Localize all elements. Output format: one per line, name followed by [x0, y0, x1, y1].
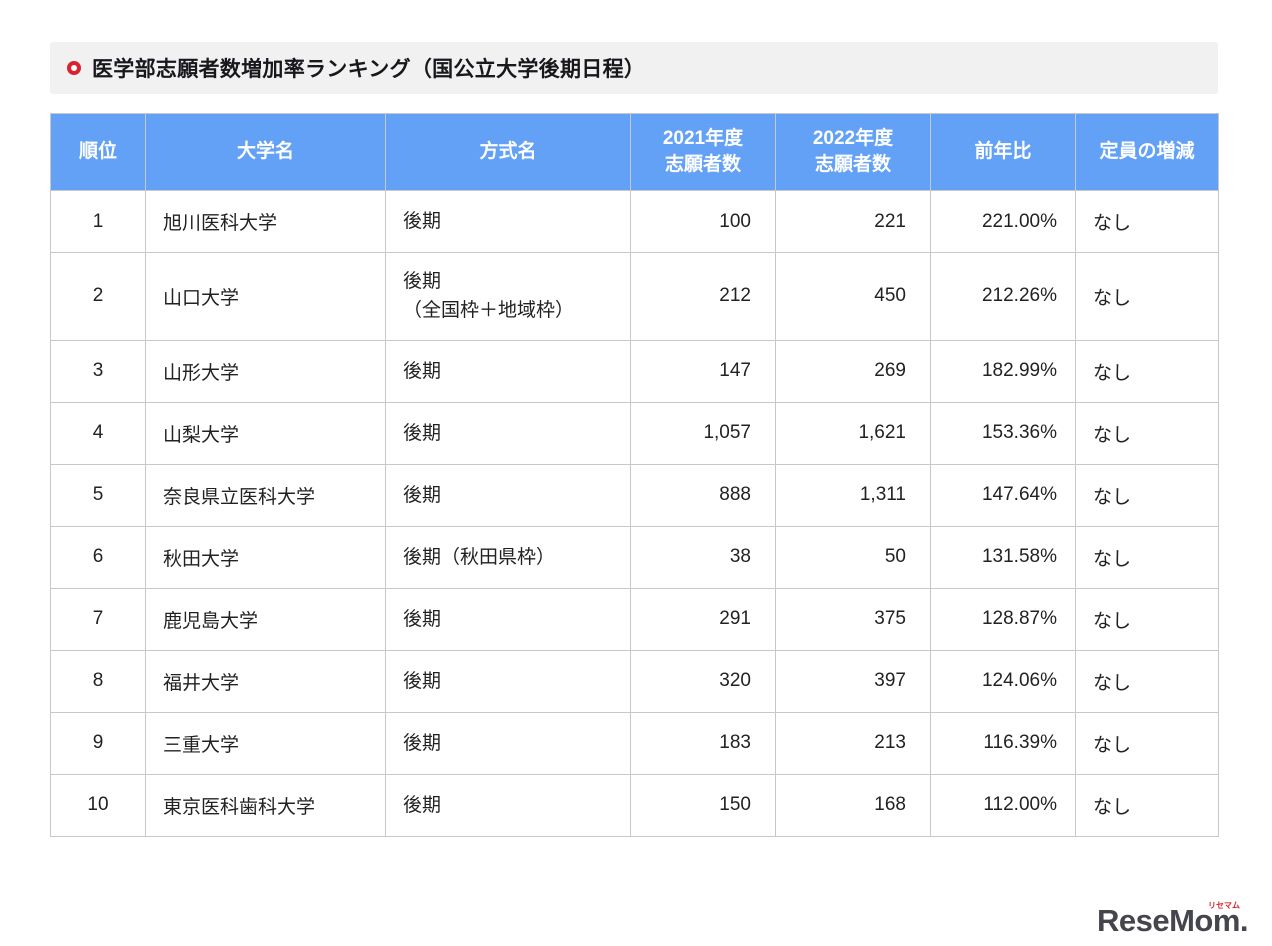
method-cell: 後期	[385, 711, 631, 775]
capacity-change-cell: なし	[1075, 252, 1219, 341]
rank-cell: 10	[50, 773, 146, 837]
applicants-2022-cell: 1,621	[775, 401, 931, 465]
capacity-change-cell: なし	[1075, 711, 1219, 775]
table-row: 1 旭川医科大学 後期 100 221 221.00% なし	[50, 190, 1219, 253]
university-cell: 旭川医科大学	[145, 190, 386, 253]
method-cell: 後期	[385, 339, 631, 403]
method-cell: 後期	[385, 463, 631, 527]
applicants-2021-cell: 320	[630, 649, 776, 713]
rank-cell: 2	[50, 252, 146, 341]
yoy-cell: 128.87%	[930, 587, 1076, 651]
applicants-2022-cell: 450	[775, 252, 931, 341]
university-cell: 山形大学	[145, 339, 386, 403]
table-row: 3 山形大学 後期 147 269 182.99% なし	[50, 339, 1219, 403]
applicants-2022-cell: 221	[775, 190, 931, 253]
table-row: 4 山梨大学 後期 1,057 1,621 153.36% なし	[50, 401, 1219, 465]
applicants-2021-cell: 150	[630, 773, 776, 837]
yoy-cell: 212.26%	[930, 252, 1076, 341]
table-row: 9 三重大学 後期 183 213 116.39% なし	[50, 711, 1219, 775]
col-header-method: 方式名	[385, 113, 631, 191]
capacity-change-cell: なし	[1075, 339, 1219, 403]
table-header-row: 順位 大学名 方式名 2021年度 志願者数 2022年度 志願者数 前年比 定…	[50, 113, 1219, 191]
rank-cell: 5	[50, 463, 146, 527]
yoy-cell: 131.58%	[930, 525, 1076, 589]
method-cell: 後期	[385, 773, 631, 837]
method-cell: 後期	[385, 649, 631, 713]
table-row: 6 秋田大学 後期（秋田県枠） 38 50 131.58% なし	[50, 525, 1219, 589]
ranking-table: 順位 大学名 方式名 2021年度 志願者数 2022年度 志願者数 前年比 定…	[50, 113, 1219, 837]
capacity-change-cell: なし	[1075, 401, 1219, 465]
rank-cell: 3	[50, 339, 146, 403]
table-row: 10 東京医科歯科大学 後期 150 168 112.00% なし	[50, 773, 1219, 837]
yoy-cell: 147.64%	[930, 463, 1076, 527]
rank-cell: 8	[50, 649, 146, 713]
applicants-2021-cell: 888	[630, 463, 776, 527]
capacity-change-cell: なし	[1075, 773, 1219, 837]
applicants-2021-cell: 212	[630, 252, 776, 341]
university-cell: 東京医科歯科大学	[145, 773, 386, 837]
yoy-cell: 221.00%	[930, 190, 1076, 253]
col-header-university: 大学名	[145, 113, 386, 191]
applicants-2021-cell: 1,057	[630, 401, 776, 465]
applicants-2021-cell: 38	[630, 525, 776, 589]
applicants-2022-cell: 397	[775, 649, 931, 713]
col-header-rank: 順位	[50, 113, 146, 191]
resemom-logo-text: ReseMom.	[1096, 903, 1249, 938]
yoy-cell: 153.36%	[930, 401, 1076, 465]
university-cell: 福井大学	[145, 649, 386, 713]
applicants-2022-cell: 269	[775, 339, 931, 403]
table-row: 2 山口大学 後期 （全国枠＋地域枠） 212 450 212.26% なし	[50, 252, 1219, 341]
rank-cell: 9	[50, 711, 146, 775]
capacity-change-cell: なし	[1075, 463, 1219, 527]
yoy-cell: 112.00%	[930, 773, 1076, 837]
method-cell: 後期	[385, 587, 631, 651]
university-cell: 秋田大学	[145, 525, 386, 589]
applicants-2021-cell: 291	[630, 587, 776, 651]
title-bar: 医学部志願者数増加率ランキング（国公立大学後期日程）	[50, 42, 1218, 94]
applicants-2022-cell: 1,311	[775, 463, 931, 527]
capacity-change-cell: なし	[1075, 649, 1219, 713]
applicants-2022-cell: 50	[775, 525, 931, 589]
rank-cell: 1	[50, 190, 146, 253]
applicants-2021-cell: 100	[630, 190, 776, 253]
university-cell: 三重大学	[145, 711, 386, 775]
yoy-cell: 182.99%	[930, 339, 1076, 403]
resemom-logo: リセマム ReseMom.	[1096, 901, 1249, 938]
col-header-yoy: 前年比	[930, 113, 1076, 191]
capacity-change-cell: なし	[1075, 190, 1219, 253]
col-header-applicants-2021: 2021年度 志願者数	[630, 113, 776, 191]
rank-cell: 6	[50, 525, 146, 589]
table-row: 7 鹿児島大学 後期 291 375 128.87% なし	[50, 587, 1219, 651]
resemom-logo-ruby: リセマム	[1208, 901, 1240, 910]
method-cell: 後期	[385, 401, 631, 465]
method-cell: 後期	[385, 190, 631, 253]
university-cell: 鹿児島大学	[145, 587, 386, 651]
col-header-capacity-change: 定員の増減	[1075, 113, 1219, 191]
red-bullet-icon	[67, 61, 81, 75]
table-row: 8 福井大学 後期 320 397 124.06% なし	[50, 649, 1219, 713]
table-row: 5 奈良県立医科大学 後期 888 1,311 147.64% なし	[50, 463, 1219, 527]
university-cell: 山梨大学	[145, 401, 386, 465]
col-header-applicants-2022: 2022年度 志願者数	[775, 113, 931, 191]
university-cell: 奈良県立医科大学	[145, 463, 386, 527]
method-cell: 後期（秋田県枠）	[385, 525, 631, 589]
capacity-change-cell: なし	[1075, 525, 1219, 589]
applicants-2021-cell: 147	[630, 339, 776, 403]
applicants-2022-cell: 375	[775, 587, 931, 651]
capacity-change-cell: なし	[1075, 587, 1219, 651]
applicants-2022-cell: 213	[775, 711, 931, 775]
rank-cell: 4	[50, 401, 146, 465]
applicants-2022-cell: 168	[775, 773, 931, 837]
rank-cell: 7	[50, 587, 146, 651]
page-title: 医学部志願者数増加率ランキング（国公立大学後期日程）	[92, 58, 646, 81]
yoy-cell: 124.06%	[930, 649, 1076, 713]
yoy-cell: 116.39%	[930, 711, 1076, 775]
method-cell: 後期 （全国枠＋地域枠）	[385, 252, 631, 341]
applicants-2021-cell: 183	[630, 711, 776, 775]
university-cell: 山口大学	[145, 252, 386, 341]
